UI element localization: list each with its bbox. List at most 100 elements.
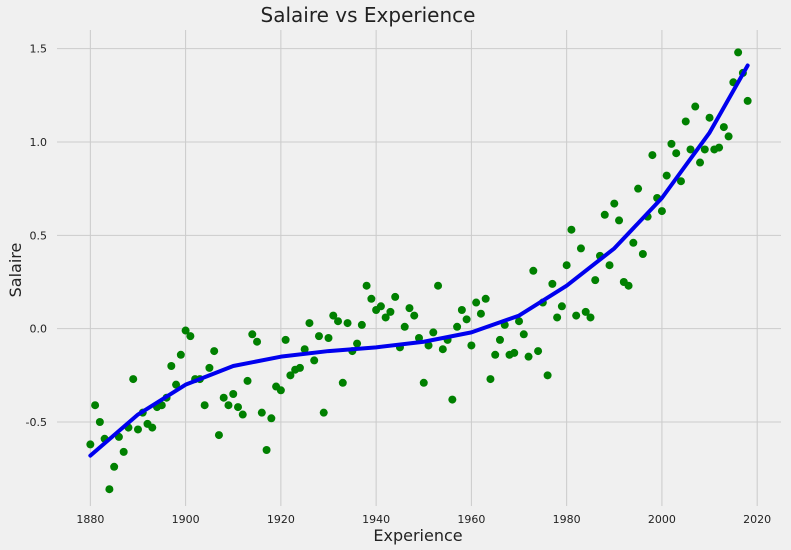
data-point xyxy=(453,322,462,331)
data-point xyxy=(481,294,490,303)
data-point xyxy=(457,306,466,314)
data-point xyxy=(667,139,676,148)
data-point xyxy=(148,423,157,432)
data-point xyxy=(214,431,223,440)
data-point xyxy=(534,347,543,356)
data-point xyxy=(434,281,443,290)
data-point xyxy=(224,401,233,410)
data-point xyxy=(638,250,647,258)
data-point xyxy=(253,337,262,346)
x-tick-label: 2020 xyxy=(743,513,771,526)
data-point xyxy=(495,335,504,344)
data-point xyxy=(543,371,552,380)
data-point xyxy=(462,315,471,324)
x-tick-label: 1920 xyxy=(267,513,295,526)
data-point xyxy=(362,281,371,290)
data-point xyxy=(329,311,338,320)
x-tick-label: 1940 xyxy=(362,513,390,526)
data-point xyxy=(719,123,728,132)
data-point xyxy=(119,447,128,456)
data-point xyxy=(567,225,576,234)
data-point xyxy=(167,362,176,370)
data-point xyxy=(257,408,266,417)
data-point xyxy=(186,332,195,341)
data-point xyxy=(353,339,362,348)
x-tick-label: 1900 xyxy=(172,513,200,526)
data-point xyxy=(576,244,585,253)
data-point xyxy=(743,96,752,105)
data-point xyxy=(238,410,247,419)
data-point xyxy=(243,376,252,385)
data-point xyxy=(400,322,409,331)
data-point xyxy=(510,348,519,357)
data-point xyxy=(305,319,314,328)
data-point xyxy=(262,446,271,454)
data-point xyxy=(276,386,285,395)
data-point xyxy=(314,332,323,341)
y-tick-label: 0.0 xyxy=(30,323,48,336)
data-point xyxy=(472,298,481,307)
data-point xyxy=(105,485,114,494)
data-point xyxy=(572,311,581,320)
data-point xyxy=(281,335,290,344)
data-point xyxy=(200,401,209,410)
data-point xyxy=(172,380,181,389)
data-point xyxy=(624,281,633,290)
chart-title: Salaire vs Experience xyxy=(261,3,476,27)
data-point xyxy=(133,425,142,434)
data-point xyxy=(557,302,566,311)
data-point xyxy=(229,390,238,398)
data-point xyxy=(176,350,185,359)
data-point xyxy=(600,210,609,219)
data-point xyxy=(648,151,657,160)
y-tick-label: 1.5 xyxy=(30,43,48,56)
data-point xyxy=(429,328,438,337)
data-point xyxy=(424,341,433,350)
data-point xyxy=(376,302,385,311)
data-point xyxy=(529,266,538,275)
data-point xyxy=(686,145,695,154)
data-point xyxy=(491,350,500,359)
data-point xyxy=(95,418,104,426)
x-tick-label: 1960 xyxy=(457,513,485,526)
data-point xyxy=(515,317,524,326)
data-point xyxy=(286,371,295,380)
data-point xyxy=(591,276,600,285)
data-point xyxy=(391,292,400,301)
data-point xyxy=(467,341,476,350)
data-point xyxy=(586,313,595,322)
data-point xyxy=(310,356,319,365)
data-point xyxy=(319,408,328,417)
scatter-points xyxy=(86,48,752,494)
fit-line xyxy=(88,63,750,458)
data-point xyxy=(343,319,352,328)
data-point xyxy=(448,395,457,404)
data-point xyxy=(696,158,705,167)
data-point xyxy=(715,143,724,152)
data-point xyxy=(681,117,690,126)
data-point xyxy=(338,378,347,387)
y-axis-label: Salaire xyxy=(6,243,25,298)
data-point xyxy=(324,334,333,342)
data-point xyxy=(724,132,733,141)
data-point xyxy=(700,145,709,154)
data-point xyxy=(234,403,242,412)
data-point xyxy=(110,462,119,471)
y-tick-label: -0.5 xyxy=(26,416,47,429)
data-point xyxy=(524,352,533,361)
data-point xyxy=(295,363,304,372)
data-point xyxy=(357,320,366,329)
data-point xyxy=(705,113,714,122)
data-point xyxy=(419,378,428,387)
fit-line-group xyxy=(88,63,750,458)
data-point xyxy=(181,326,190,335)
x-tick-label: 1880 xyxy=(76,513,104,526)
data-point xyxy=(662,171,671,180)
tick-labels: 1880 1900 1920 1940 1960 1980 2000 2020 -0.5 0.0 0… xyxy=(26,43,772,526)
data-point xyxy=(91,401,100,410)
data-point xyxy=(519,330,528,339)
data-point xyxy=(734,48,743,57)
data-point xyxy=(205,363,214,372)
